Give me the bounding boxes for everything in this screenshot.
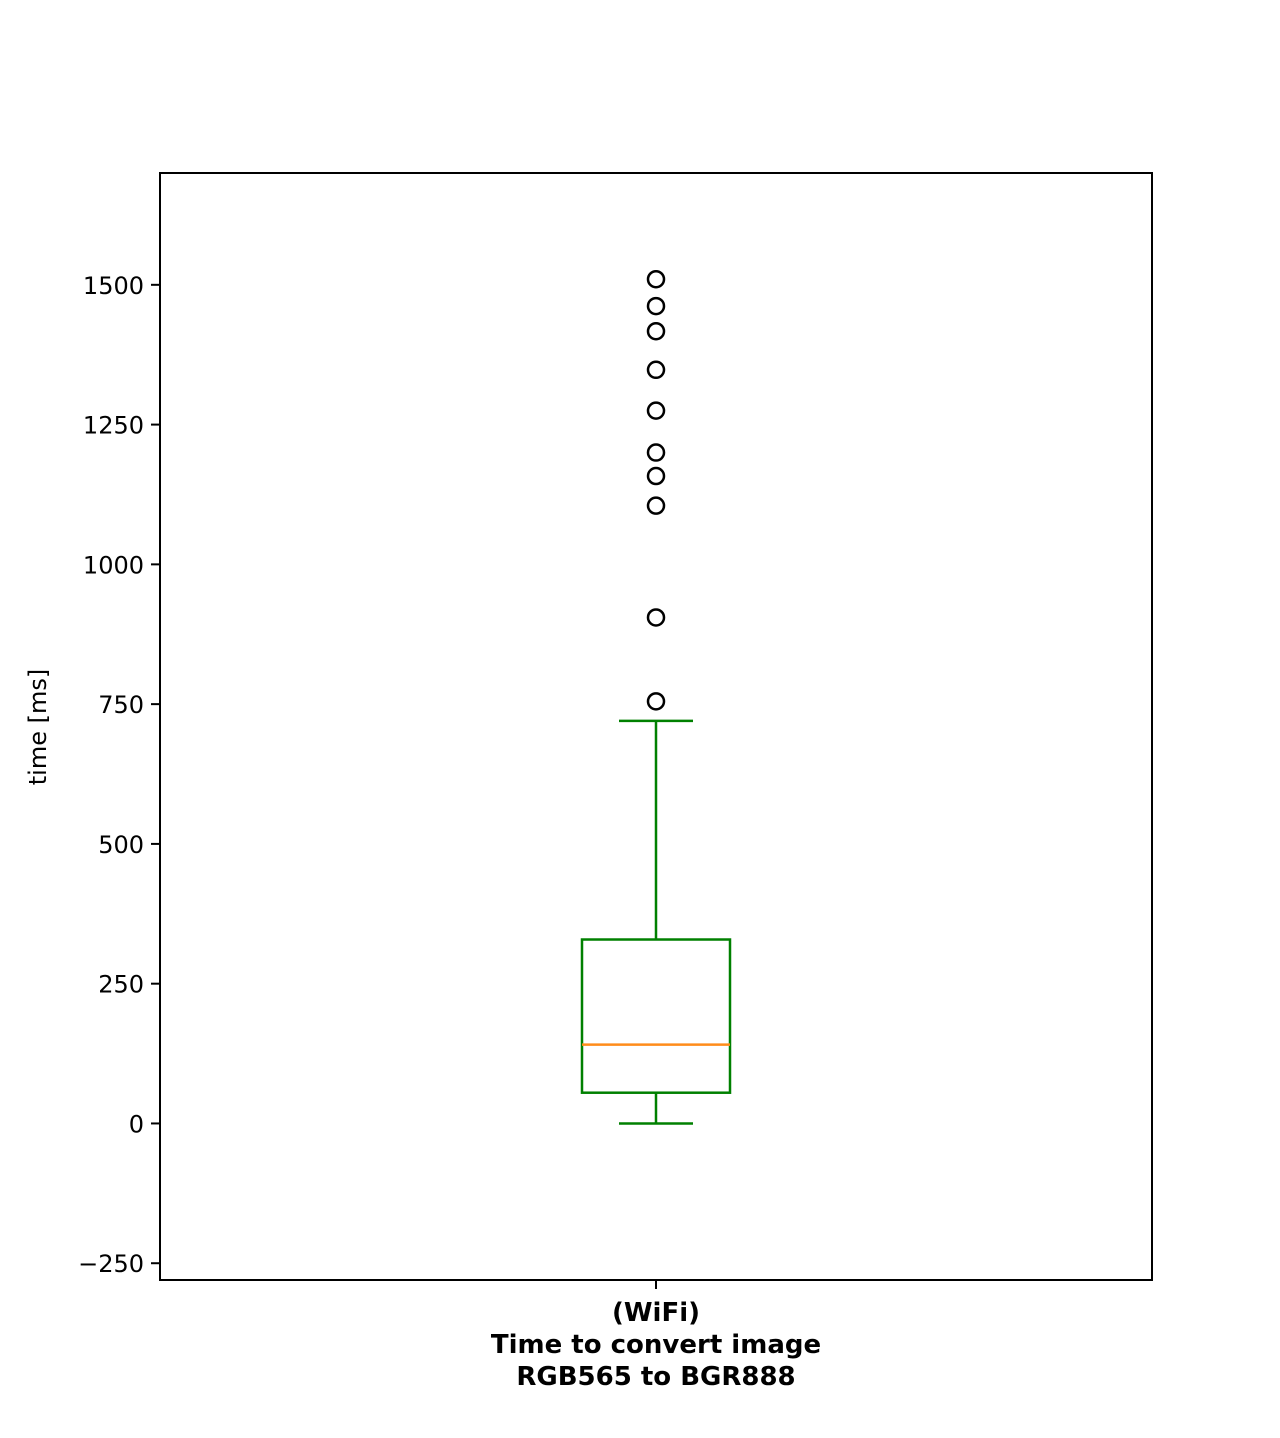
outlier-point bbox=[646, 296, 666, 316]
outlier-point bbox=[646, 692, 666, 711]
y-axis: −250 0 250 500 750 1000 1250 1500 bbox=[78, 272, 160, 1278]
x-tick-label-line: RGB565 to BGR888 bbox=[516, 1362, 795, 1392]
x-tick-label-line: (WiFi) bbox=[612, 1298, 700, 1328]
outlier-point bbox=[646, 466, 666, 486]
box-iqr bbox=[580, 938, 732, 1094]
boxes-group bbox=[580, 269, 732, 1125]
box-group bbox=[580, 269, 732, 1125]
outlier-point bbox=[646, 321, 666, 341]
outlier-point bbox=[646, 360, 666, 380]
y-tick-label: 750 bbox=[98, 691, 144, 719]
y-tick-label: 1500 bbox=[83, 272, 144, 300]
y-tick-label: −250 bbox=[78, 1250, 144, 1278]
outlier-point bbox=[646, 401, 666, 420]
outlier-point bbox=[646, 608, 666, 627]
y-tick-label: 1000 bbox=[83, 551, 144, 579]
x-axis: (WiFi) Time to convert image RGB565 to BGR… bbox=[491, 1280, 821, 1392]
y-tick-label: 0 bbox=[129, 1110, 144, 1138]
outlier-point bbox=[646, 443, 666, 462]
x-tick-label: (WiFi) Time to convert image RGB565 to BGR… bbox=[491, 1298, 821, 1392]
outlier-point bbox=[646, 269, 666, 289]
y-tick-label: 250 bbox=[98, 971, 144, 999]
y-tick-label: 1250 bbox=[83, 412, 144, 440]
x-tick-label-line: Time to convert image bbox=[491, 1330, 821, 1360]
y-axis-label: time [ms] bbox=[24, 669, 52, 785]
outlier-point bbox=[646, 496, 666, 515]
y-tick-label: 500 bbox=[98, 831, 144, 859]
